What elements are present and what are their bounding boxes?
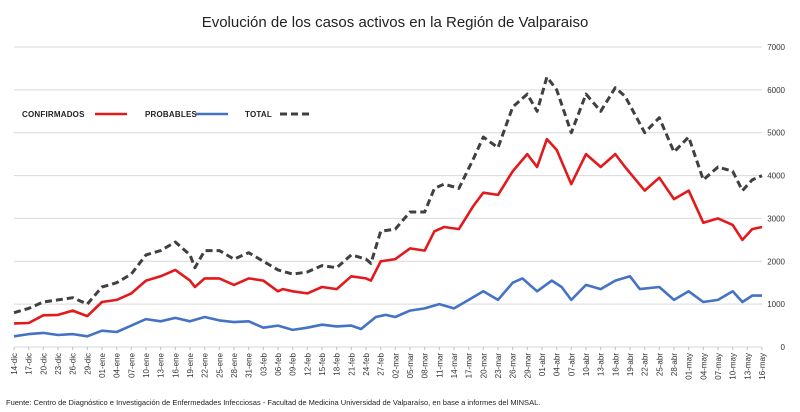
series-line-total: [13, 75, 763, 315]
y-tick-label: 3000: [767, 214, 785, 223]
x-tick-label: 10-abr: [582, 353, 591, 376]
x-tick-label: 21-feb: [347, 352, 356, 375]
x-tick-label: 04-ene: [113, 352, 122, 377]
x-tick-label: 17-mar: [465, 353, 474, 379]
x-tick-label: 07-abr: [567, 353, 576, 376]
source-note: Fuente: Centro de Diagnóstico e Investig…: [6, 398, 540, 407]
x-tick-label: 13-may: [743, 353, 752, 380]
chart-title: Evolución de los casos activos en la Reg…: [202, 14, 589, 31]
x-tick-label: 01-ene: [98, 352, 107, 377]
x-tick-label: 14-dic: [10, 353, 19, 375]
x-tick-label: 04-may: [699, 353, 708, 380]
x-tick-label: 19-ene: [186, 352, 195, 377]
x-tick-label: 17-dic: [25, 353, 34, 375]
legend-label-confirmados: CONFIRMADOS: [22, 110, 85, 119]
x-tick-label: 31-ene: [245, 352, 254, 377]
x-tick-label: 09-feb: [289, 352, 298, 375]
x-tick-label: 28-abr: [670, 353, 679, 376]
x-tick-label: 28-ene: [230, 352, 239, 377]
series-line-confirmados: [13, 137, 763, 325]
x-tick-label: 16-abr: [611, 353, 620, 376]
x-tick-label: 10-may: [729, 353, 738, 380]
x-tick-label: 26-dic: [69, 353, 78, 375]
x-tick-label: 29-mar: [523, 353, 532, 379]
x-tick-label: 23-dic: [54, 353, 63, 375]
y-tick-label: 7000: [767, 43, 785, 52]
x-tick-label: 15-feb: [318, 352, 327, 375]
x-tick-label: 05-mar: [406, 353, 415, 379]
x-tick-label: 08-mar: [421, 353, 430, 379]
x-tick-label: 10-ene: [142, 352, 151, 377]
series-layer: [13, 75, 763, 338]
x-tick-label: 14-mar: [450, 353, 459, 379]
y-tick-label: 1000: [767, 300, 785, 309]
legend-label-total: TOTAL: [245, 110, 272, 119]
x-tick-label: 23-mar: [494, 353, 503, 379]
x-tick-label: 20-mar: [479, 353, 488, 379]
x-tick-label: 19-abr: [626, 353, 635, 376]
y-tick-label: 4000: [767, 172, 785, 181]
x-tick-label: 24-feb: [362, 352, 371, 375]
x-tick-label: 13-ene: [157, 352, 166, 377]
x-tick-label: 20-dic: [39, 353, 48, 375]
x-tick-label: 06-feb: [274, 352, 283, 375]
x-tick-label: 18-feb: [333, 352, 342, 375]
y-tick-label: 2000: [767, 257, 785, 266]
x-tick-label: 07-ene: [127, 352, 136, 377]
x-tick-label: 16-may: [758, 353, 767, 380]
x-tick-label: 25-abr: [655, 353, 664, 376]
y-tick-label: 5000: [767, 129, 785, 138]
x-tick-label: 29-dic: [83, 353, 92, 375]
legend: CONFIRMADOS PROBABLES TOTAL: [22, 110, 312, 119]
x-tick-label: 01-may: [685, 353, 694, 380]
x-tick-label: 22-ene: [201, 352, 210, 377]
y-axis-ticks: 0 1000 2000 3000 4000 5000 6000 7000: [767, 43, 785, 352]
grid: [14, 46, 762, 348]
x-tick-label: 26-mar: [509, 353, 518, 379]
y-tick-label: 0: [781, 343, 786, 352]
x-tick-label: 11-mar: [435, 353, 444, 378]
x-tick-label: 12-feb: [303, 352, 312, 375]
x-tick-label: 13-abr: [597, 353, 606, 376]
legend-label-probables: PROBABLES: [145, 110, 197, 119]
x-axis-ticks: 14-dic 17-dic 20-dic 23-dic 26-dic 29-dic 01-e…: [10, 347, 767, 380]
x-tick-label: 03-feb: [259, 352, 268, 375]
x-tick-label: 25-ene: [215, 352, 224, 377]
x-tick-label: 22-abr: [641, 353, 650, 376]
series-line-probables: [13, 275, 762, 338]
x-tick-label: 27-feb: [377, 352, 386, 375]
x-tick-label: 07-may: [714, 353, 723, 380]
x-tick-label: 04-abr: [553, 353, 562, 376]
x-tick-label: 16-ene: [171, 352, 180, 377]
x-tick-label: 02-mar: [391, 353, 400, 379]
x-tick-label: 01-abr: [538, 353, 547, 376]
y-tick-label: 6000: [767, 86, 785, 95]
